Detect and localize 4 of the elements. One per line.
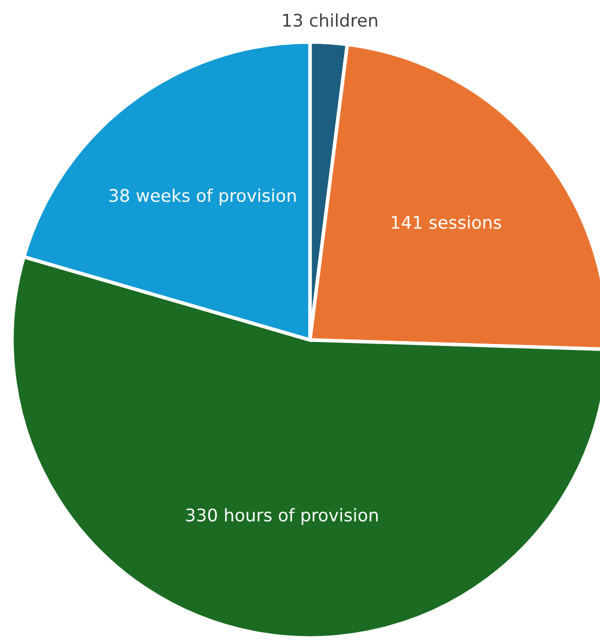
slice-label: 141 sessions xyxy=(392,215,502,229)
slice-label: 330 hours of provision xyxy=(186,508,378,525)
slice-label: 13 children xyxy=(283,13,378,27)
slice-label: 38 weeks of provision xyxy=(109,188,296,206)
